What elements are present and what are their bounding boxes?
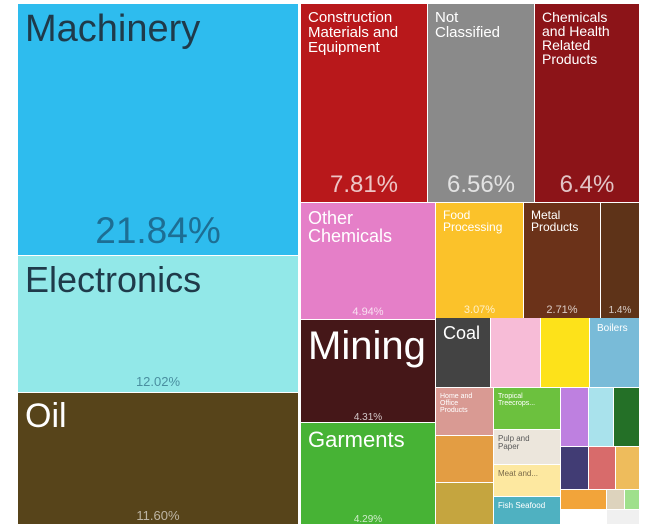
tile-coal[interactable]: Coal xyxy=(436,318,491,388)
tile-value-label: 6.56% xyxy=(446,171,516,198)
tile-value-label: 2.71% xyxy=(546,304,578,316)
tile-label: Garments xyxy=(308,427,405,452)
tile-unlabeled-19[interactable] xyxy=(589,388,614,447)
tile-unlabeled-27[interactable] xyxy=(436,483,494,525)
tile-unlabeled-21[interactable] xyxy=(436,436,494,483)
tile-value-label: 6.4% xyxy=(559,171,615,198)
tile-machinery[interactable]: Machinery 21.84% xyxy=(18,4,299,256)
tile-label: Meat and... xyxy=(498,469,539,478)
tile-value-label: 4.29% xyxy=(353,514,383,525)
tile-unlabeled-20[interactable] xyxy=(614,388,640,447)
tile-value-label: 1.4% xyxy=(608,305,632,316)
tile-mining[interactable]: Mining 4.31% xyxy=(301,320,436,423)
tile-label: Construction Materials and Equipment xyxy=(308,9,399,56)
tile-unlabeled-31[interactable] xyxy=(625,490,640,510)
tile-label: Oil xyxy=(25,397,67,435)
tile-tropical-treecrops[interactable]: Tropical Treecrops... xyxy=(494,388,561,430)
tile-unlabeled-32[interactable] xyxy=(607,510,640,525)
tile-value-label: 12.02% xyxy=(135,374,181,389)
tile-unlabeled-29[interactable] xyxy=(561,490,607,510)
tile-value-label: 21.84% xyxy=(95,210,221,251)
tile-unlabeled-25[interactable] xyxy=(616,447,640,490)
tile-garments[interactable]: Garments 4.29% xyxy=(301,423,436,525)
tile-pulp-and-paper[interactable]: Pulp and Paper xyxy=(494,430,561,465)
tile-unlabeled-13[interactable] xyxy=(491,318,541,388)
tile-unlabeled-24[interactable] xyxy=(589,447,616,490)
tile-fish-seafood[interactable]: Fish Seafood xyxy=(494,497,561,525)
tile-label: Tropical Treecrops... xyxy=(498,393,536,407)
tile-unlabeled-23[interactable] xyxy=(561,447,589,490)
tile-boilers[interactable]: Boilers xyxy=(590,318,640,388)
tile-oil[interactable]: Oil 11.60% xyxy=(18,393,299,525)
tile-label: Home and Office Products xyxy=(440,393,473,414)
tile-construction-materials-and-equipment[interactable]: Construction Materials and Equipment 7.81… xyxy=(301,4,428,203)
tile-metal-products[interactable]: Metal Products 2.71% xyxy=(524,203,601,320)
tile-label: Pulp and Paper xyxy=(498,434,530,451)
tile-electronics[interactable]: Electronics 12.02% xyxy=(18,256,299,393)
tile-unlabeled-30[interactable] xyxy=(607,490,625,510)
tile-unlabeled-14[interactable] xyxy=(541,318,590,388)
tile-chemicals-and-health-related-products[interactable]: Chemicals and Health Related Products 6.4… xyxy=(535,4,640,203)
tile-label: Machinery xyxy=(25,8,201,50)
tile-label: Not Classified xyxy=(435,9,501,41)
tile-meat-and[interactable]: Meat and... xyxy=(494,465,561,497)
tile-not-classified[interactable]: Not Classified 6.56% xyxy=(428,4,535,203)
tile-label: Metal Products xyxy=(531,208,579,234)
tile-label: Mining xyxy=(308,324,426,368)
tile-value-label: 11.60% xyxy=(136,508,180,523)
tile-label: Food Processing xyxy=(443,208,503,234)
tile-value-label: 4.94% xyxy=(352,306,384,318)
tile-home-and-office-products[interactable]: Home and Office Products xyxy=(436,388,494,436)
tile-food-processing[interactable]: Food Processing 3.07% xyxy=(436,203,524,320)
tile-label: Chemicals and Health Related Products xyxy=(542,9,610,67)
tile-label: Coal xyxy=(443,323,481,343)
tile-value-label: 7.81% xyxy=(329,171,399,198)
tile-value-label: 3.07% xyxy=(463,304,496,316)
tile-unlabeled-18[interactable] xyxy=(561,388,589,447)
tile-other-chemicals[interactable]: Other Chemicals 4.94% xyxy=(301,203,436,320)
tile-value-label: 4.31% xyxy=(353,412,383,423)
tile-unlabeled-9[interactable]: 1.4% xyxy=(601,203,640,320)
tile-label: Electronics xyxy=(25,259,202,300)
tile-label: Fish Seafood xyxy=(498,501,546,510)
tile-label: Boilers xyxy=(597,323,628,334)
tile-label: Other Chemicals xyxy=(308,208,393,246)
